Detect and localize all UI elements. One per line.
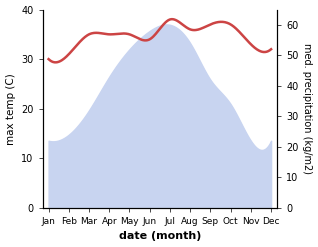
X-axis label: date (month): date (month)	[119, 231, 201, 242]
Y-axis label: med. precipitation (kg/m2): med. precipitation (kg/m2)	[302, 43, 313, 174]
Y-axis label: max temp (C): max temp (C)	[5, 73, 16, 144]
